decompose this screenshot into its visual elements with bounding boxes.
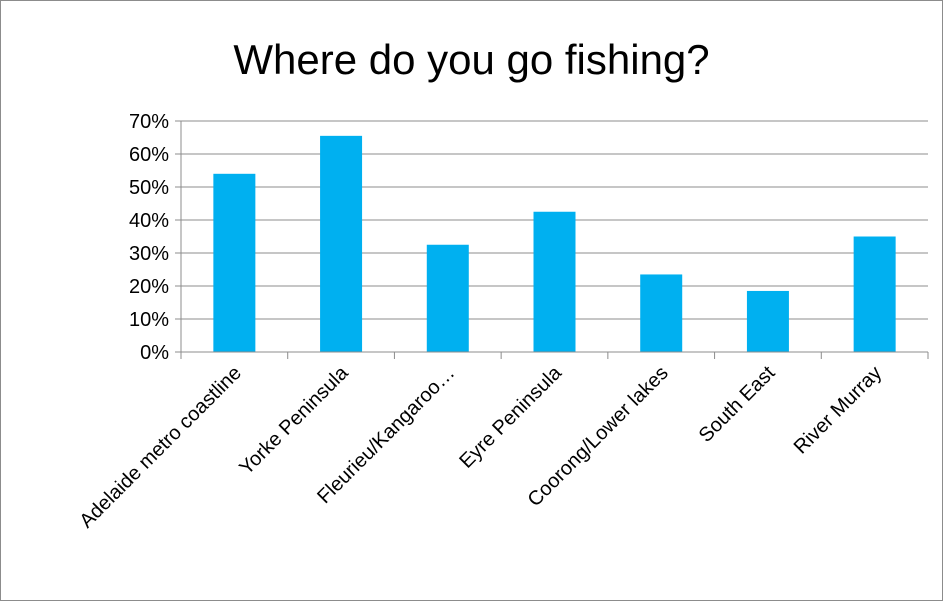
bar xyxy=(746,290,789,352)
x-category-label: Adelaide metro coastline xyxy=(75,362,245,532)
bars xyxy=(213,135,896,352)
y-tick-labels: 0% 10% 20% 30% 40% 50% 60% 70% xyxy=(129,111,169,364)
bar xyxy=(320,135,363,352)
x-category-label: River Murray xyxy=(790,362,886,458)
chart-title: Where do you go fishing? xyxy=(233,36,710,83)
bar xyxy=(533,211,576,352)
y-tick-label: 30% xyxy=(129,243,169,265)
y-tick-label: 40% xyxy=(129,210,169,232)
x-category-label: South East xyxy=(695,362,780,447)
y-tick-label: 50% xyxy=(129,177,169,199)
y-tick-label: 20% xyxy=(129,276,169,298)
y-tick-label: 0% xyxy=(140,342,169,364)
axes xyxy=(175,120,929,359)
y-tick-label: 10% xyxy=(129,309,169,331)
bar xyxy=(213,173,256,352)
bar xyxy=(853,236,896,352)
y-tick-label: 70% xyxy=(129,111,169,133)
x-category-label: Eyre Peninsula xyxy=(455,361,566,472)
bar xyxy=(426,244,469,352)
x-category-label: Yorke Peninsula xyxy=(235,361,353,479)
bar xyxy=(640,274,683,352)
y-tick-label: 60% xyxy=(129,144,169,166)
